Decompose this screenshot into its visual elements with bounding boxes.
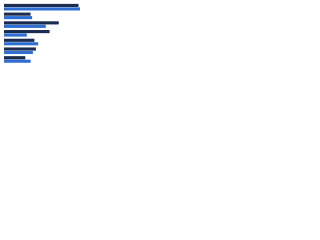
chart	[4, 3, 80, 63]
bar	[4, 7, 80, 11]
bar	[4, 30, 50, 34]
bar	[4, 24, 46, 28]
bar	[4, 50, 33, 55]
bar	[4, 33, 27, 37]
bar	[4, 47, 36, 51]
bar	[4, 21, 59, 25]
page: {"chart_data": {"type": "hbar", "categor…	[0, 0, 100, 71]
bar	[4, 42, 39, 46]
bar	[4, 38, 35, 42]
bar	[4, 3, 79, 8]
bar	[4, 12, 31, 16]
bar	[4, 56, 26, 60]
bar	[4, 16, 33, 20]
bar	[4, 59, 31, 63]
